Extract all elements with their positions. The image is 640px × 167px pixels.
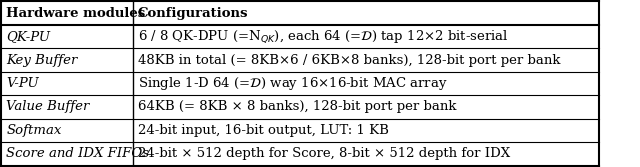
- Text: 6 / 8 QK-DPU (=N$_{QK}$), each 64 (=$\mathcal{D}$) tap 12×2 bit-serial: 6 / 8 QK-DPU (=N$_{QK}$), each 64 (=$\ma…: [138, 28, 508, 45]
- Text: Value Buffer: Value Buffer: [6, 101, 90, 113]
- Text: 64KB (= 8KB × 8 banks), 128-bit port per bank: 64KB (= 8KB × 8 banks), 128-bit port per…: [138, 101, 456, 113]
- Text: Score and IDX FIFOs: Score and IDX FIFOs: [6, 147, 149, 160]
- Text: Configurations: Configurations: [138, 7, 248, 20]
- Text: Single 1-D 64 (=$\mathcal{D}$) way 16×16-bit MAC array: Single 1-D 64 (=$\mathcal{D}$) way 16×16…: [138, 75, 447, 92]
- Text: QK-PU: QK-PU: [6, 30, 50, 43]
- Text: V-PU: V-PU: [6, 77, 39, 90]
- Text: 24-bit × 512 depth for Score, 8-bit × 512 depth for IDX: 24-bit × 512 depth for Score, 8-bit × 51…: [138, 147, 510, 160]
- Text: Hardware modules: Hardware modules: [6, 7, 145, 20]
- Text: Softmax: Softmax: [6, 124, 61, 137]
- Text: 48KB in total (= 8KB×6 / 6KB×8 banks), 128-bit port per bank: 48KB in total (= 8KB×6 / 6KB×8 banks), 1…: [138, 54, 560, 66]
- Text: 24-bit input, 16-bit output, LUT: 1 KB: 24-bit input, 16-bit output, LUT: 1 KB: [138, 124, 388, 137]
- Text: Key Buffer: Key Buffer: [6, 54, 77, 66]
